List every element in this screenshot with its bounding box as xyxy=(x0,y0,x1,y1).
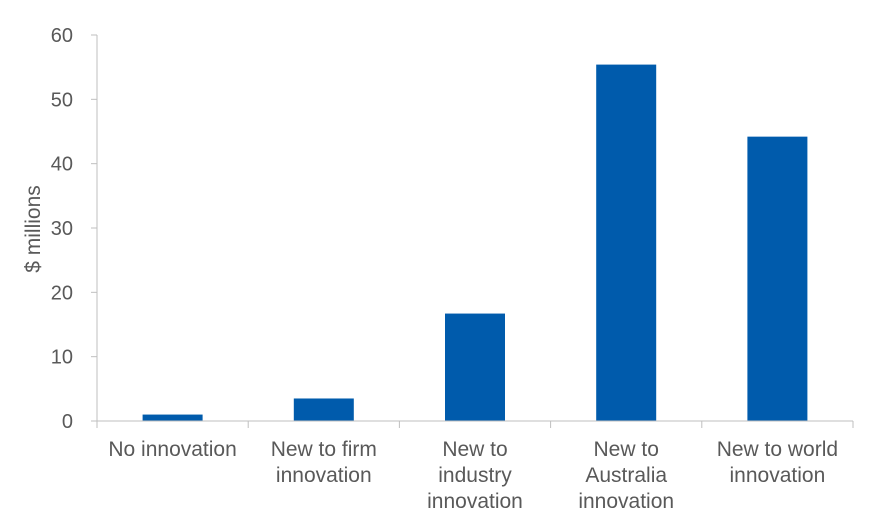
y-tick-label: 20 xyxy=(51,282,73,304)
y-tick-label: 40 xyxy=(51,154,73,176)
y-tick-label: 0 xyxy=(62,411,73,433)
x-category-label-line: No innovation xyxy=(108,438,236,461)
x-category-label: New to firm innovation xyxy=(271,438,377,487)
x-category-label-line: New to firm xyxy=(271,438,377,461)
y-tick-label: 10 xyxy=(51,347,73,369)
axes xyxy=(96,35,854,428)
x-category-label-line: industry xyxy=(438,464,512,487)
bar xyxy=(142,414,203,421)
x-category-label: New to Australia innovation xyxy=(578,438,674,513)
x-category-label-line: innovation xyxy=(730,464,826,487)
x-category-label-line: Australia xyxy=(585,464,667,487)
x-category-label-line: New to world xyxy=(717,438,838,461)
y-axis-title-group: $ millions xyxy=(22,185,45,273)
x-category-label-line: New to xyxy=(442,438,507,461)
bar xyxy=(293,398,354,421)
bar xyxy=(747,136,808,421)
y-axis-title: $ millions xyxy=(22,185,45,273)
x-category-label-line: New to xyxy=(594,438,659,461)
bars xyxy=(142,64,808,422)
y-tick-label: 60 xyxy=(51,25,73,47)
x-category-label: No innovation xyxy=(108,438,236,461)
y-tick-label: 50 xyxy=(51,89,73,111)
x-category-label-line: innovation xyxy=(427,490,523,513)
x-category-label-line: innovation xyxy=(276,464,372,487)
y-tick-label: 30 xyxy=(51,218,73,240)
y-axis-ticks: 0 10 20 30 40 50 60 xyxy=(51,25,97,433)
bar xyxy=(596,64,657,422)
bar xyxy=(445,313,505,421)
x-category-label-line: innovation xyxy=(578,490,674,513)
x-category-label: New to industry innovation xyxy=(427,438,523,513)
x-category-label: New to world innovation xyxy=(717,438,838,487)
